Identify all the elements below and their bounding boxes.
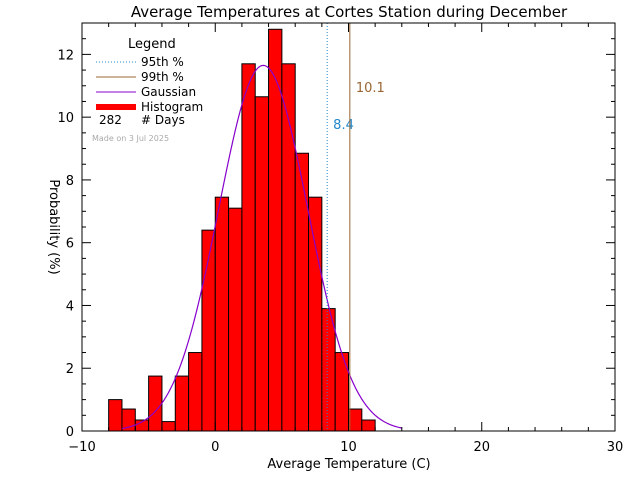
histogram-bar (241, 63, 256, 432)
gaussian-curve (121, 64, 402, 430)
x-tick-label: 0 (211, 440, 219, 455)
histogram-bar (228, 207, 243, 432)
legend-label: Histogram (141, 100, 203, 114)
y-axis-label: Probability (%) (46, 179, 61, 274)
x-axis: −10 0 10 20 30 (68, 23, 623, 455)
y-tick-label: 10 (57, 111, 74, 126)
percentile-label: 10.1 (356, 81, 385, 96)
watermark: Made on 3 Jul 2025 (92, 134, 169, 143)
histogram-bar (361, 419, 376, 432)
histogram-bar (161, 421, 176, 432)
y-tick-label: 0 (66, 425, 74, 440)
x-axis-label: Average Temperature (C) (267, 457, 430, 472)
x-tick-label: 10 (340, 440, 357, 455)
x-tick-label: 20 (473, 440, 490, 455)
histogram-bar (254, 96, 270, 432)
y-tick-label: 6 (66, 237, 74, 252)
histogram-bar (148, 375, 163, 432)
histogram-bar (348, 408, 363, 432)
legend-label: 95th % (141, 55, 184, 69)
legend-label: 99th % (141, 70, 184, 84)
y-axis: 0 2 4 6 8 10 12 (57, 22, 615, 440)
histogram-bar (321, 308, 336, 432)
legend-days-count: 282 (99, 113, 122, 127)
legend-days-label: # Days (141, 113, 185, 127)
legend-title: Legend (128, 37, 176, 52)
x-tick-label: 30 (607, 440, 624, 455)
histogram-bar (334, 352, 349, 432)
y-tick-label: 12 (57, 48, 74, 63)
histogram-bar (308, 196, 323, 432)
histogram-bar (214, 196, 230, 432)
histogram-bar (108, 399, 123, 432)
x-tick-label: −10 (68, 440, 95, 455)
histogram-bar (294, 152, 310, 432)
percentile-label: 8.4 (333, 118, 354, 133)
legend-label: Gaussian (141, 85, 196, 99)
histogram-bar (174, 375, 190, 432)
chart-title: Average Temperatures at Cortes Station d… (131, 3, 568, 21)
y-tick-label: 2 (66, 362, 74, 377)
bars-layer (108, 28, 376, 432)
y-tick-label: 4 (66, 299, 74, 314)
y-tick-label: 8 (66, 174, 74, 189)
histogram-bar (188, 352, 203, 432)
percentile-layer: 8.4 10.1 (326, 23, 385, 431)
